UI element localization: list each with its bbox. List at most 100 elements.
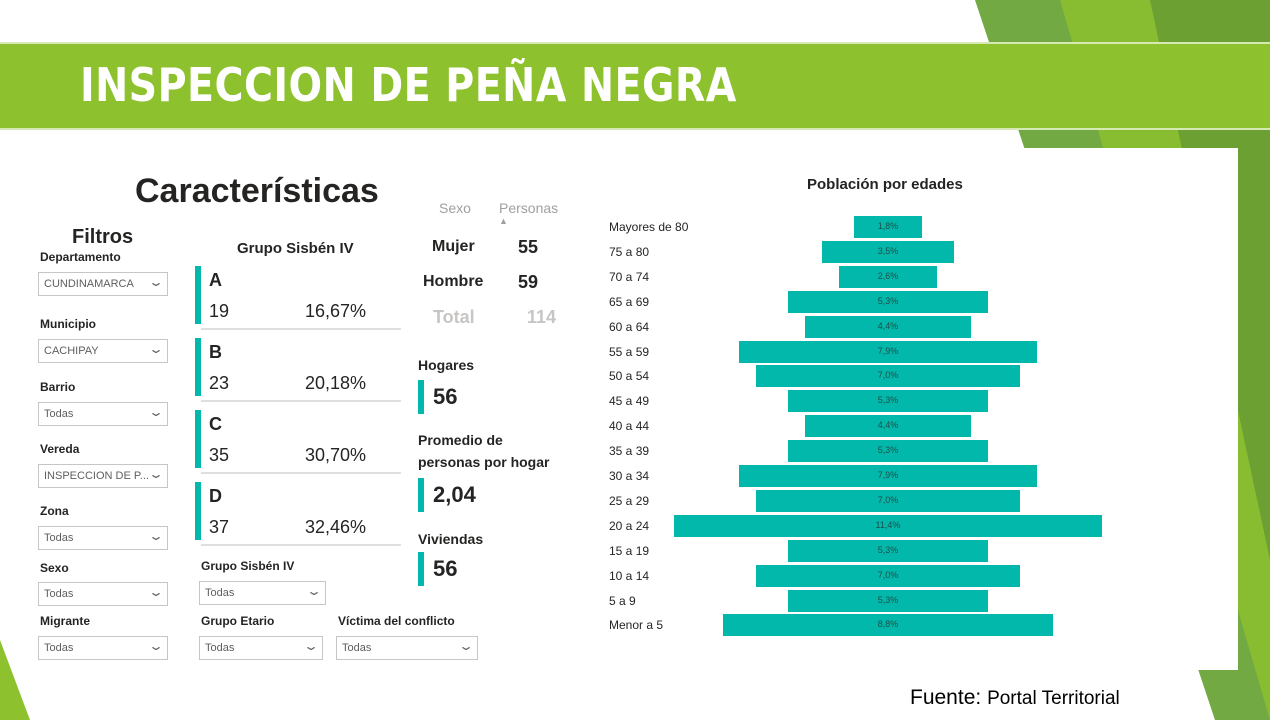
age-bar[interactable]: 8,8% <box>722 614 1054 637</box>
age-bar[interactable]: 5,3% <box>788 589 988 612</box>
sisben-count-a: 19 <box>209 301 230 321</box>
total-value: 114 <box>527 307 557 327</box>
age-bar[interactable]: 5,3% <box>788 440 988 463</box>
filter-label-barrio: Barrio <box>40 380 76 394</box>
age-bar[interactable]: 1,8% <box>854 216 922 238</box>
dropdown-value: Todas <box>44 532 74 544</box>
age-bar[interactable]: 5,3% <box>788 390 988 413</box>
age-bar[interactable]: 7,9% <box>739 465 1037 487</box>
age-bar[interactable]: 11,4% <box>673 514 1103 537</box>
sex-row-label: Hombre <box>423 273 484 290</box>
age-bar-data-label: 7,0% <box>877 569 899 580</box>
dropdown-value: Todas <box>205 587 235 599</box>
age-bar[interactable]: 7,0% <box>756 489 1020 512</box>
kpi-accent-bar <box>418 552 424 586</box>
age-bar-data-label: 5,3% <box>877 445 899 456</box>
dashboard-panel: Características Filtros Departamento CUN… <box>15 148 1238 670</box>
filter-label-grupo-etario: Grupo Etario <box>201 614 275 628</box>
age-bar-data-label: 8,8% <box>877 619 899 630</box>
age-bar-data-label: 5,3% <box>877 544 899 555</box>
municipio-dropdown[interactable]: CACHIPAY ⌄ <box>38 339 168 363</box>
age-bar[interactable]: 7,0% <box>756 564 1020 587</box>
age-bar-data-label: 7,0% <box>877 494 899 505</box>
zona-dropdown[interactable]: Todas ⌄ <box>38 526 168 550</box>
sisben-pct-c: 30,70% <box>305 445 367 465</box>
age-bar-data-label: 4,4% <box>877 420 899 431</box>
sisben-letter-c: C <box>209 414 222 434</box>
chevron-down-icon: ⌄ <box>147 467 165 481</box>
age-group-label: Menor a 5 <box>609 618 664 633</box>
source-note: Fuente: Portal Territorial <box>910 686 1120 710</box>
hogares-label: Hogares <box>418 357 475 373</box>
source-prefix: Fuente: <box>910 686 982 709</box>
dropdown-value: Todas <box>342 642 372 654</box>
age-group-label: 60 a 64 <box>609 319 650 334</box>
chevron-down-icon: ⌄ <box>302 639 320 653</box>
age-bar[interactable]: 5,3% <box>788 539 988 562</box>
promedio-value: 2,04 <box>433 482 476 507</box>
migrante-dropdown[interactable]: Todas ⌄ <box>38 636 168 660</box>
card-divider <box>201 544 401 546</box>
sisben-title: Grupo Sisbén IV <box>237 240 354 257</box>
age-bar-data-label: 7,9% <box>877 345 899 356</box>
departamento-dropdown[interactable]: CUNDINAMARCA ⌄ <box>38 272 168 296</box>
age-bar-data-label: 5,3% <box>877 395 899 406</box>
promedio-label-line1: Promedio de <box>418 432 503 448</box>
victima-dropdown[interactable]: Todas ⌄ <box>336 636 478 660</box>
sisben-count-b: 23 <box>209 373 230 393</box>
card-divider <box>201 472 401 474</box>
dropdown-value: Todas <box>44 588 74 600</box>
age-bar[interactable]: 7,9% <box>739 340 1037 363</box>
source-text: Portal Territorial <box>987 688 1120 709</box>
sex-row-label: Mujer <box>432 238 475 255</box>
promedio-label-line2: personas por hogar <box>418 454 550 470</box>
sex-row-value: 55 <box>518 237 539 257</box>
dropdown-value: CUNDINAMARCA <box>44 278 134 290</box>
card-accent-bar <box>195 338 201 396</box>
age-bar[interactable]: 4,4% <box>805 315 971 338</box>
chart-title: Población por edades <box>807 176 963 193</box>
dropdown-value: Todas <box>44 642 74 654</box>
age-bar[interactable]: 2,6% <box>839 265 937 288</box>
dropdown-value: Todas <box>44 408 74 420</box>
chevron-down-icon: ⌄ <box>305 584 323 598</box>
age-group-label: 55 a 59 <box>609 344 650 359</box>
age-bar[interactable]: 5,3% <box>788 290 988 313</box>
viviendas-label: Viviendas <box>418 531 484 547</box>
age-bar-data-label: 4,4% <box>877 320 899 331</box>
age-group-label: Mayores de 80 <box>609 220 689 234</box>
age-bar[interactable]: 3,5% <box>822 240 954 263</box>
age-group-label: 70 a 74 <box>609 269 650 284</box>
sisben-pct-d: 32,46% <box>305 517 367 537</box>
sisben-letter-d: D <box>209 486 222 506</box>
barrio-dropdown[interactable]: Todas ⌄ <box>38 402 168 426</box>
sisben-pct-b: 20,18% <box>305 373 367 393</box>
grupo-etario-dropdown[interactable]: Todas ⌄ <box>199 636 323 660</box>
slide-title: INSPECCION DE PEÑA NEGRA <box>80 58 737 112</box>
card-accent-bar <box>195 410 201 468</box>
vereda-dropdown[interactable]: INSPECCION DE P... ⌄ <box>38 464 168 488</box>
filter-label-municipio: Municipio <box>40 317 96 331</box>
sisben-letter-b: B <box>209 342 222 362</box>
dropdown-value: INSPECCION DE P... <box>44 470 149 482</box>
column-header-personas[interactable]: Personas <box>499 200 559 216</box>
sexo-dropdown[interactable]: Todas ⌄ <box>38 582 168 606</box>
age-bar[interactable]: 7,0% <box>756 365 1020 388</box>
chevron-down-icon: ⌄ <box>147 585 165 599</box>
age-group-label: 65 a 69 <box>609 294 650 309</box>
sort-ascending-icon: ▲ <box>499 216 508 226</box>
age-bar-data-label: 11,4% <box>875 519 901 530</box>
age-group-label: 45 a 49 <box>609 394 650 409</box>
sisben-count-d: 37 <box>209 517 230 537</box>
sex-row-value: 59 <box>518 272 539 292</box>
card-accent-bar <box>195 482 201 540</box>
filter-label-migrante: Migrante <box>40 614 91 628</box>
age-bar[interactable]: 4,4% <box>805 415 971 438</box>
chevron-down-icon: ⌄ <box>457 639 475 653</box>
column-header-sexo[interactable]: Sexo <box>439 200 471 216</box>
age-bar-data-label: 3,5% <box>877 245 899 256</box>
grupo-sisben-dropdown[interactable]: Todas ⌄ <box>199 581 326 605</box>
panel-title: Características <box>135 172 379 210</box>
chevron-down-icon: ⌄ <box>147 639 165 653</box>
card-divider <box>201 328 401 330</box>
